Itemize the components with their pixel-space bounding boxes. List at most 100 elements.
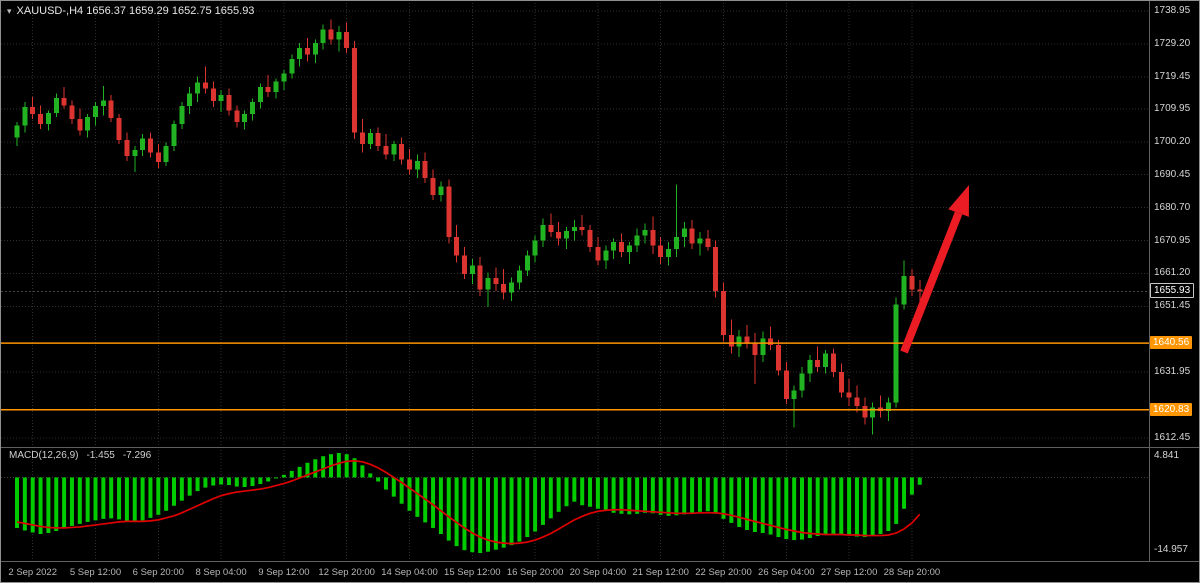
arrow-head[interactable] — [948, 185, 969, 217]
candle-body — [650, 230, 656, 246]
candle-body — [289, 58, 295, 74]
time-axis-label: 16 Sep 20:00 — [506, 567, 564, 578]
candle-body — [312, 42, 318, 55]
macd-histogram-bar — [917, 477, 922, 485]
time-axis-label: 15 Sep 12:00 — [444, 567, 501, 578]
arrow-shaft[interactable] — [900, 211, 963, 354]
candle-body — [454, 236, 460, 256]
macd-histogram-bar — [407, 477, 412, 511]
candle-body — [273, 81, 279, 92]
candle-body — [799, 373, 805, 391]
candle-body — [304, 47, 310, 55]
macd-histogram-bar — [454, 477, 459, 547]
macd-histogram-bar — [164, 477, 169, 511]
candle-body — [14, 125, 20, 138]
candle-body — [265, 86, 271, 92]
macd-histogram-bar — [886, 477, 891, 531]
price-axis-label: 1690.45 — [1154, 168, 1191, 180]
time-axis-label: 12 Sep 20:00 — [318, 567, 375, 578]
candle-body — [242, 113, 248, 123]
candle-body — [344, 31, 350, 48]
macd-histogram-bar — [619, 477, 624, 514]
macd-histogram-bar — [870, 477, 875, 537]
macd-signal-value: -7.296 — [122, 450, 152, 461]
macd-histogram-bar — [902, 477, 907, 509]
macd-histogram-bar — [807, 477, 812, 539]
macd-histogram-bar — [635, 477, 640, 514]
candle-body — [917, 289, 923, 292]
macd-histogram-bar — [595, 477, 600, 509]
trend-arrow-annotation[interactable] — [900, 185, 969, 354]
candle-body — [603, 250, 609, 261]
candle-body — [493, 278, 499, 285]
time-axis-label: 9 Sep 12:00 — [258, 567, 310, 578]
time-axis-label: 28 Sep 20:00 — [883, 567, 941, 578]
one-click-trading-icon[interactable]: ▾ — [7, 5, 12, 16]
candle-body — [53, 97, 59, 113]
macd-histogram-bar — [46, 477, 51, 534]
candle-body — [846, 392, 852, 398]
candle-body — [61, 97, 67, 106]
candle-body — [399, 144, 405, 160]
candle-body — [540, 225, 546, 241]
macd-histogram-bar — [643, 477, 647, 513]
macd-histogram-bar — [509, 477, 514, 546]
macd-histogram-bar — [486, 477, 490, 552]
macd-histogram-bar — [792, 477, 797, 541]
candle-body — [885, 402, 891, 411]
candle-body — [728, 334, 734, 347]
macd-histogram-bar — [38, 477, 43, 535]
macd-histogram-bar — [172, 477, 176, 506]
candle-body — [587, 230, 593, 248]
macd-histogram-bar — [658, 477, 663, 515]
macd-histogram-bar — [862, 477, 867, 538]
price-axis-label: 1700.20 — [1154, 135, 1191, 147]
macd-histogram-bar — [391, 477, 396, 497]
macd-histogram-bar — [156, 477, 161, 515]
macd-histogram-bar — [533, 477, 538, 532]
macd-histogram-bar — [321, 456, 326, 478]
level-price-tag: 1620.83 — [1150, 402, 1193, 416]
macd-histogram-bar — [132, 477, 137, 522]
macd-histogram-bar — [399, 477, 404, 504]
macd-histogram-bar — [784, 477, 789, 540]
macd-histogram-bar — [713, 477, 718, 514]
price-axis-label: 1719.45 — [1154, 70, 1191, 82]
macd-histogram-bar — [305, 462, 310, 478]
candle-body — [422, 161, 428, 178]
macd-histogram-bar — [540, 477, 545, 525]
candle-body — [108, 100, 114, 119]
candle-body — [320, 29, 326, 43]
candle-body — [768, 338, 774, 346]
macd-signal-line — [16, 459, 921, 545]
price-axis-label: 1670.95 — [1154, 234, 1191, 246]
macd-histogram-bar — [697, 477, 702, 512]
candle-body — [705, 238, 711, 248]
candle-body — [689, 228, 695, 244]
candle-body — [823, 353, 829, 367]
candlestick-series — [14, 19, 923, 435]
price-axis-label: 1651.45 — [1154, 300, 1191, 312]
candle-body — [658, 245, 664, 258]
time-axis[interactable]: 2 Sep 2022 5 Sep 12:00 6 Sep 20:00 8 Sep 04… — [1, 563, 1199, 582]
candle-body — [250, 101, 255, 114]
horizontal-level-lines[interactable] — [1, 342, 1149, 411]
macd-histogram-bar — [258, 477, 263, 485]
candle-body — [297, 47, 303, 59]
candle-body — [556, 231, 562, 239]
macd-histogram-bar — [517, 477, 522, 542]
macd-histogram-bar — [69, 477, 74, 526]
macd-histogram-bar — [431, 477, 436, 528]
macd-histogram-bar — [15, 477, 19, 528]
macd-histogram-bar — [281, 474, 286, 478]
candle-body — [202, 82, 208, 89]
macd-histogram-bar — [383, 477, 388, 490]
macd-histogram-bar — [226, 477, 231, 486]
macd-histogram-bar — [85, 477, 90, 522]
price-axis-label: 1680.70 — [1154, 201, 1191, 213]
time-axis-label: 26 Sep 04:00 — [758, 567, 815, 578]
macd-histogram-bar — [682, 477, 687, 515]
